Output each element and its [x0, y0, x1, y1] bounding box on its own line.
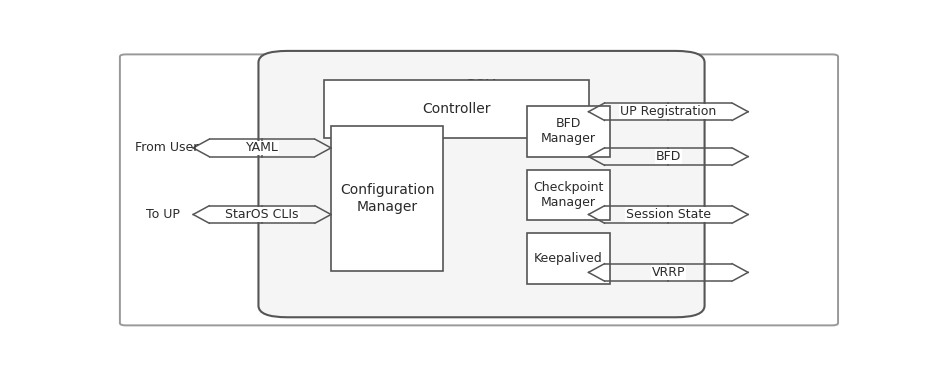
Bar	[331, 126, 444, 271]
Text: BFD: BFD	[655, 150, 681, 163]
FancyBboxPatch shape	[258, 51, 705, 317]
Text: Checkpoint
Manager: Checkpoint Manager	[534, 181, 604, 209]
Text: Configuration
Manager: Configuration Manager	[340, 183, 434, 214]
Text: YAML: YAML	[245, 141, 279, 155]
Text: StarOS CLIs: StarOS CLIs	[226, 208, 299, 221]
Text: BFD
Manager: BFD Manager	[541, 117, 596, 145]
Text: Session State: Session State	[626, 208, 710, 221]
Bar	[324, 80, 589, 138]
Text: To UP: To UP	[146, 208, 180, 221]
Text: RCM: RCM	[466, 77, 497, 91]
FancyBboxPatch shape	[120, 55, 838, 325]
Text: UP Registration: UP Registration	[621, 105, 716, 118]
Text: Controller: Controller	[422, 102, 490, 116]
Bar	[527, 233, 610, 284]
Text: Keepalived: Keepalived	[534, 252, 603, 265]
Text: From User: From User	[135, 141, 198, 155]
Bar	[527, 170, 610, 220]
Bar	[527, 106, 610, 156]
Text: VRRP: VRRP	[651, 266, 685, 279]
